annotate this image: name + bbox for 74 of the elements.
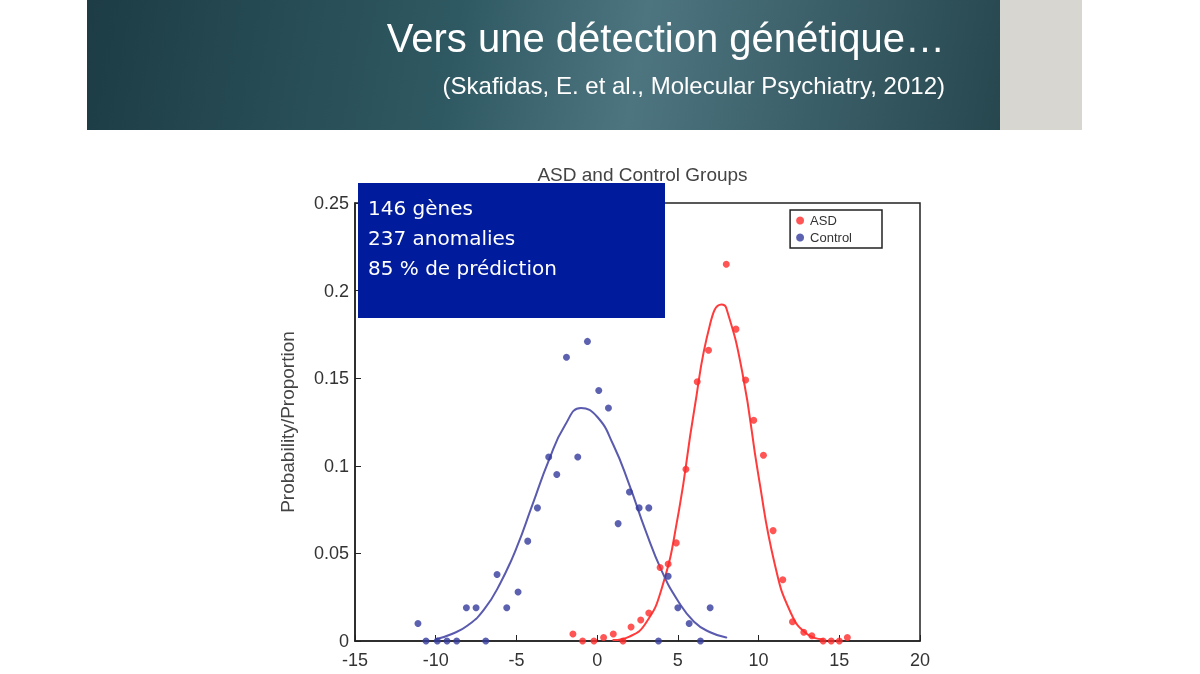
point [645,504,653,512]
x-tick-label: -5 [508,650,525,670]
point [614,520,622,528]
point [453,637,461,645]
x-tick-label: 10 [748,650,769,670]
text: (Skafidas, E. et al., Molecular Psychiatry, 2012) [442,72,945,100]
point [604,404,612,412]
point [682,465,690,473]
x-tick-label: 20 [909,650,931,670]
point [609,630,617,638]
point [635,504,643,512]
point [462,604,470,612]
y-tick-label: 0 [338,631,349,651]
point [693,378,701,386]
point [664,560,672,568]
y-axis-title: Probability/Proportion [277,331,298,513]
point [503,604,511,612]
point [827,637,835,645]
y-tick-label: 0.1 [323,455,349,476]
point [414,619,422,627]
point [482,637,490,645]
point [722,260,730,268]
x-tick-label: 5 [672,650,683,670]
point [750,416,758,424]
point [808,632,816,640]
point [600,634,608,641]
point [696,637,704,645]
point [545,453,553,461]
point [472,604,480,612]
point [843,634,851,641]
point [645,609,653,617]
text: Vers une détection génétique… [386,16,945,61]
x-tick-label: 0 [592,650,603,670]
legend-label: Control [810,230,853,245]
point [685,619,693,627]
point [788,618,796,626]
point [625,488,633,496]
annotation: 146 gènes [368,195,474,222]
point [664,572,672,580]
point [800,628,808,636]
point [583,337,591,345]
text-box: 146 gènes 237 anomalies 85 % de prédiction [358,183,665,318]
x-tick-label: 15 [829,650,850,670]
y-tick-label: 0.2 [323,280,349,301]
point [769,527,777,535]
annotation: 85 % de prédiction [368,255,558,282]
annotation: 237 anomalies [368,225,517,252]
point [433,637,441,645]
point [579,637,587,645]
point [656,563,664,571]
chart-title: ASD and Control Groups [537,164,748,185]
y-tick-label: 0.25 [313,193,349,213]
point [654,637,662,645]
point [742,376,750,384]
point [835,637,843,645]
point [562,353,570,361]
point [705,346,713,354]
point [759,451,767,459]
point [779,576,787,584]
point [674,604,682,612]
point [637,616,645,624]
point [672,539,680,547]
point [524,537,532,545]
x-tick-label: -15 [341,650,369,670]
point [574,453,582,461]
y-tick-label: 0.05 [313,543,349,564]
x-tick-label: -10 [422,650,449,670]
point [533,504,541,512]
point [493,570,501,578]
legend-label: ASD [810,213,837,228]
point [595,386,603,394]
point [553,471,561,479]
y-tick-label: 0.15 [313,368,349,389]
point [706,604,714,612]
